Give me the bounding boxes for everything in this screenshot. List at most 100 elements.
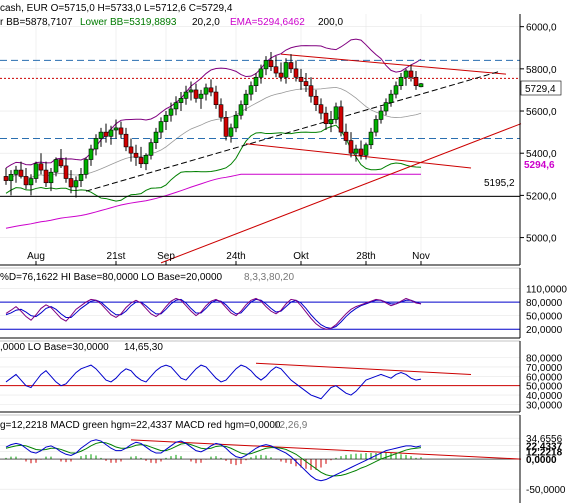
candle-body: [213, 91, 219, 105]
bb-params-label: 20,2,0: [192, 17, 220, 28]
stoch-d-line: [5, 298, 422, 329]
macd-tick-label: -50,0000: [526, 485, 566, 496]
stochastic-panel: 110,0000 80,0000 50,0000 20,0000 %D=76,1622…: [0, 267, 567, 339]
candle-body: [8, 174, 14, 181]
macd-tick-label: 22,4337: [526, 442, 563, 453]
osc-tick-label: 80,0000: [526, 354, 563, 365]
candle-body: [353, 148, 359, 154]
candle-body: [48, 171, 54, 184]
candle-body: [223, 117, 229, 137]
last-price-label: 5729,4: [525, 84, 556, 95]
candle-body: [158, 121, 164, 133]
candle-body: [218, 104, 224, 118]
last-price-box-frame: [520, 80, 562, 96]
price-header: cash, EUR O=5715,0 H=5733,0 L=5712,6 C=5…: [0, 3, 233, 14]
bb-upper-label: r BB=5878,7107: [0, 17, 73, 28]
candle-body: [238, 104, 244, 116]
candle-body: [98, 131, 104, 139]
candle-body: [128, 146, 134, 154]
price-panel: 6000,0 5800,0 5600,0 5400,0 5200,0 5000,0 Aug 2…: [0, 3, 562, 266]
osc-params: 14,65,30: [124, 342, 163, 353]
macd-lines: [0, 439, 522, 482]
macd-tick-label: 34,6556: [526, 434, 563, 445]
candle-body: [168, 108, 174, 116]
candle-body: [313, 95, 319, 105]
candle-body: [178, 98, 184, 103]
candle-body: [123, 133, 129, 148]
candle-body: [273, 66, 279, 74]
candle-body: [373, 119, 379, 133]
candle-body: [108, 129, 114, 137]
stoch-tick-label: 20,0000: [526, 325, 563, 336]
macd-params: 12,26,9: [274, 420, 308, 431]
candle-body: [228, 127, 234, 137]
time-tick-label: Aug: [27, 251, 45, 262]
candle-body: [18, 169, 24, 177]
last-price-box: 5729,4: [520, 80, 562, 96]
osc-axis-ticks: 80,000070,000060,000050,000040,000030,00…: [526, 354, 563, 412]
price-tick-label: 6000,0: [526, 23, 557, 34]
candle-body: [83, 159, 89, 175]
candle-body: [298, 76, 304, 82]
candle-body: [208, 87, 214, 93]
candle-body: [113, 127, 119, 131]
stoch-k-line: [5, 297, 422, 330]
candle-body: [308, 85, 314, 97]
time-tick-label: 28th: [356, 251, 375, 262]
macd-tick-label: 12,2218: [526, 448, 563, 459]
oscillator-panel: 80,000070,000060,000050,000040,000030,00…: [0, 340, 563, 413]
price-candles: [3, 51, 424, 198]
candle-body: [383, 102, 389, 112]
candle-body: [148, 142, 154, 156]
osc-gridlines: [0, 357, 520, 405]
candle-body: [198, 93, 204, 99]
osc-line: [5, 364, 422, 400]
time-tick-label: 21st: [107, 251, 126, 262]
price-tick-label: 5800,0: [526, 65, 557, 76]
candle-body: [163, 114, 169, 122]
candle-body: [13, 169, 19, 175]
candle-body: [183, 91, 189, 99]
candle-body: [93, 138, 99, 150]
candle-body: [118, 127, 124, 135]
candle-body: [43, 169, 49, 184]
candle-body: [58, 159, 64, 167]
osc-trendline: [255, 362, 472, 375]
stoch-label: %D=76,1622 HI Base=80,0000 LO Base=20,00…: [0, 272, 223, 283]
stoch-lines: [0, 297, 520, 330]
lower-channel-trendline: [245, 143, 472, 169]
candle-body: [333, 106, 339, 120]
macd-tick-label: 0,0000: [526, 455, 557, 466]
time-tick-label: Nov: [412, 251, 430, 262]
price-axis-ticks: 6000,0 5800,0 5600,0 5400,0 5200,0 5000,0 Aug 2…: [27, 23, 557, 265]
candle-body: [23, 176, 29, 186]
candle-body: [393, 85, 399, 95]
price-overlays: [0, 38, 522, 264]
stoch-tick-label: 50,0000: [526, 312, 563, 323]
candle-body: [368, 131, 374, 146]
macd-label: g=12,2218 MACD green hgm=22,4337 MACD re…: [0, 420, 281, 431]
candle-body: [173, 102, 179, 110]
candle-body: [33, 163, 39, 179]
candle-body: [318, 104, 324, 114]
stoch-tick-label: 80,0000: [526, 298, 563, 309]
candle-body: [403, 70, 409, 78]
candle-body: [253, 76, 259, 87]
price-tick-label: 5200,0: [526, 191, 557, 202]
candle-body: [63, 165, 69, 179]
price-tick-label: 5400,0: [526, 149, 557, 160]
bb-mid-line: [5, 86, 422, 181]
candle-body: [363, 144, 369, 156]
macd-line: [5, 439, 422, 482]
candle-body: [338, 106, 344, 133]
price-tick-label: 5000,0: [526, 234, 557, 245]
osc-tick-label: 70,0000: [526, 363, 563, 374]
candle-body: [203, 87, 209, 95]
candle-body: [258, 68, 264, 78]
osc-lines: [0, 362, 520, 400]
candle-body: [3, 176, 9, 181]
candle-body: [323, 112, 329, 124]
candle-body: [288, 62, 294, 70]
osc-tick-label: 60,0000: [526, 372, 563, 383]
